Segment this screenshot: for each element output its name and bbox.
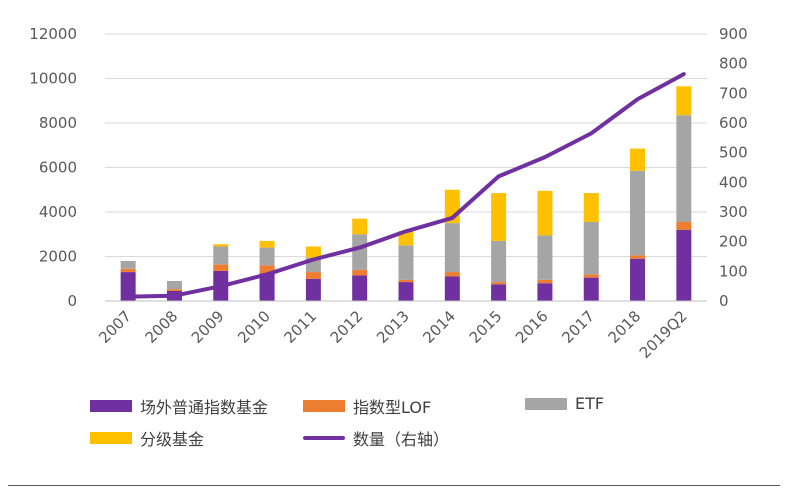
- bar-segment-etf: [583, 222, 599, 275]
- legend-label: 分级基金: [140, 430, 205, 449]
- bar-segment-structured-fund: [352, 218, 368, 235]
- x-tick-label: 2014: [419, 307, 459, 347]
- y-left-tick-label: 2000: [39, 248, 77, 266]
- bar-segment-structured-fund: [305, 246, 321, 258]
- x-tick-label: 2016: [512, 307, 552, 347]
- count-line: [126, 72, 686, 299]
- bar-segment-etf: [120, 260, 136, 269]
- bar-segment-index-lof: [630, 255, 646, 259]
- legend-label: 指数型LOF: [353, 398, 432, 417]
- bottom-divider: [8, 485, 780, 486]
- y-right-tick-label: 300: [719, 203, 748, 221]
- y-left-tick-label: 12000: [29, 25, 77, 43]
- bar-segment-otc-index-fund: [352, 275, 368, 301]
- bar-segment-otc-index-fund: [398, 282, 414, 301]
- x-tick-label: 2018: [605, 307, 645, 347]
- x-tick-label: 2010: [234, 307, 274, 347]
- legend-label: ETF: [575, 394, 605, 413]
- bar-segment-etf: [537, 235, 553, 280]
- legend-item-otc-index-fund: 场外普通指数基金: [90, 394, 268, 418]
- x-tick-label: 2017: [558, 307, 598, 347]
- x-tick-label: 2013: [373, 307, 413, 347]
- bar-segment-index-lof: [213, 264, 229, 271]
- y-right-tick-label: 100: [719, 262, 748, 280]
- bar-segment-structured-fund: [630, 148, 646, 171]
- bar-segment-index-lof: [352, 269, 368, 276]
- bar-segment-index-lof: [305, 272, 321, 279]
- x-tick-label: 2009: [188, 307, 228, 347]
- bar-segment-etf: [630, 170, 646, 256]
- bar-segment-index-lof: [537, 279, 553, 284]
- legend-item-structured-fund: 分级基金: [90, 426, 204, 450]
- bar-segment-otc-index-fund: [259, 273, 275, 301]
- y-left-tick-label: 6000: [39, 159, 77, 177]
- bar-segment-etf: [213, 246, 229, 265]
- legend-label: 数量（右轴）: [353, 430, 450, 449]
- bar-segment-otc-index-fund: [120, 272, 136, 301]
- x-tick-label: 2019Q2: [636, 307, 691, 362]
- legend-item-index-lof: 指数型LOF: [303, 394, 431, 418]
- y-left-tick-label: 4000: [39, 203, 77, 221]
- bar-segment-otc-index-fund: [305, 278, 321, 301]
- bar-segment-structured-fund: [537, 190, 553, 236]
- legend-swatch-etf: [525, 397, 567, 410]
- y-left-tick-label: 10000: [29, 70, 77, 88]
- legend-swatch-index-lof: [303, 400, 345, 412]
- bar-segment-index-lof: [583, 274, 599, 278]
- legend-swatch-otc-index-fund: [90, 400, 132, 412]
- bar-segment-otc-index-fund: [537, 283, 553, 301]
- bar-segment-index-lof: [166, 289, 182, 291]
- legend-item-etf: ETF: [525, 394, 604, 413]
- bar-segment-etf: [259, 247, 275, 266]
- bar-segment-index-lof: [120, 268, 136, 273]
- bar-segment-etf: [444, 223, 460, 273]
- legend: 场外普通指数基金 指数型LOF ETF 分级基金 数量（右轴）: [90, 390, 710, 450]
- bar-stacks: [120, 86, 692, 301]
- y-right-tick-label: 500: [719, 144, 748, 162]
- bar-segment-otc-index-fund: [444, 276, 460, 301]
- bar-segment-etf: [166, 280, 182, 290]
- bar-segment-otc-index-fund: [676, 229, 692, 301]
- bar-segment-index-lof: [444, 272, 460, 277]
- y-right-tick-label: 0: [719, 292, 729, 310]
- bar-segment-structured-fund: [213, 244, 229, 247]
- y-right-tick-label: 800: [719, 55, 748, 73]
- bar-segment-structured-fund: [583, 193, 599, 223]
- bar-segment-otc-index-fund: [630, 258, 646, 301]
- x-tick-label: 2015: [466, 307, 506, 347]
- gridlines: [105, 33, 707, 257]
- legend-swatch-structured-fund: [90, 432, 132, 444]
- bar-segment-etf: [398, 245, 414, 280]
- bar-segment-structured-fund: [676, 86, 692, 116]
- bar-segment-index-lof: [676, 222, 692, 230]
- y-left-tick-label: 0: [67, 292, 77, 310]
- count-line-series: [126, 72, 686, 299]
- bar-segment-otc-index-fund: [583, 277, 599, 301]
- y-right-tick-label: 600: [719, 114, 748, 132]
- bar-segment-etf: [676, 115, 692, 223]
- y-right-tick-label: 700: [719, 84, 748, 102]
- bar-segment-otc-index-fund: [491, 284, 507, 301]
- bar-segment-index-lof: [491, 282, 507, 285]
- bar-segment-structured-fund: [259, 240, 275, 248]
- bar-segment-etf: [491, 240, 507, 283]
- bar-segment-index-lof: [259, 265, 275, 274]
- bar-segment-etf: [352, 234, 368, 270]
- legend-label: 场外普通指数基金: [140, 398, 269, 417]
- y-right-tick-label: 400: [719, 173, 748, 191]
- x-tick-label: 2012: [327, 307, 367, 347]
- legend-item-count-right-axis: 数量（右轴）: [303, 426, 449, 450]
- legend-swatch-count-line: [303, 436, 345, 440]
- x-tick-label: 2008: [142, 307, 182, 347]
- x-tick-label: 2007: [95, 307, 135, 347]
- y-right-tick-label: 200: [719, 233, 748, 251]
- bar-segment-index-lof: [398, 279, 414, 283]
- y-left-tick-label: 8000: [39, 114, 77, 132]
- x-tick-label: 2011: [280, 307, 320, 347]
- bar-segment-structured-fund: [491, 193, 507, 241]
- y-right-tick-label: 900: [719, 25, 748, 43]
